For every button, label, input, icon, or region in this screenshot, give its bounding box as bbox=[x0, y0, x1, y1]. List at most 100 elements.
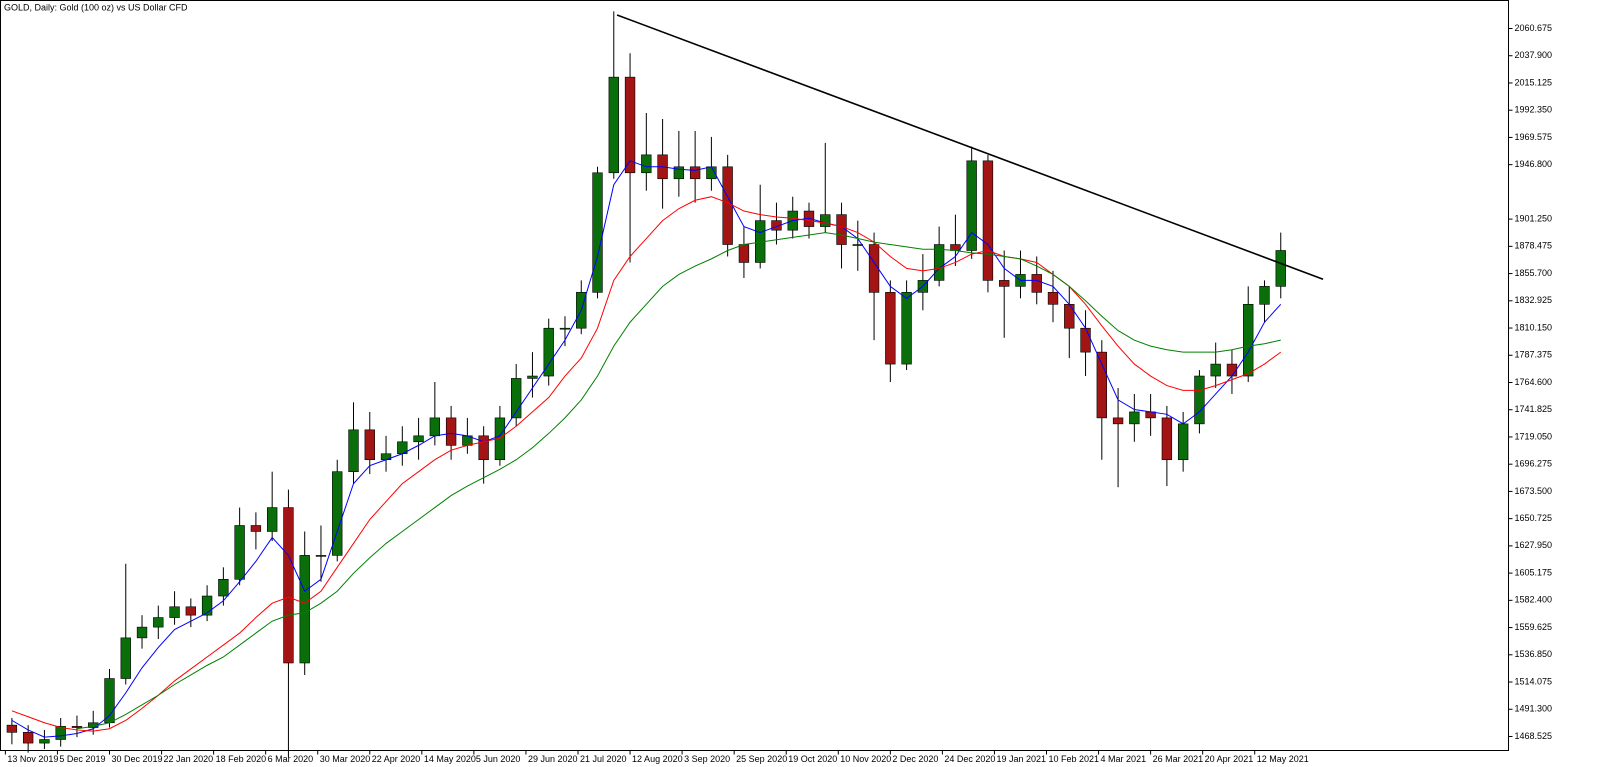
chart-title: GOLD, Daily: Gold (100 oz) vs US Dollar … bbox=[4, 2, 188, 12]
y-tick-label: 1696.275 bbox=[1515, 459, 1553, 469]
y-tick-label: 1559.625 bbox=[1515, 622, 1553, 632]
y-tick-label: 1650.725 bbox=[1515, 513, 1553, 523]
candle-body bbox=[153, 617, 164, 628]
x-tick-label: 5 Jun 2020 bbox=[476, 754, 521, 764]
candle-body bbox=[543, 327, 554, 377]
x-tick-label: 10 Feb 2021 bbox=[1049, 754, 1100, 764]
candle-body bbox=[1210, 363, 1221, 377]
candle-body bbox=[1161, 417, 1173, 461]
candle-body bbox=[332, 471, 343, 556]
y-tick-label: 1719.050 bbox=[1515, 431, 1553, 441]
x-tick-label: 26 Mar 2021 bbox=[1153, 754, 1204, 764]
candle-body bbox=[624, 76, 636, 174]
moving-average-line bbox=[76, 232, 1281, 730]
candle-body bbox=[429, 417, 441, 437]
x-tick-label: 21 Jul 2020 bbox=[580, 754, 627, 764]
y-tick-label: 1787.375 bbox=[1515, 350, 1553, 360]
candle-body bbox=[1226, 363, 1238, 377]
candle-body bbox=[1047, 292, 1059, 305]
candle-body bbox=[1096, 351, 1107, 419]
x-tick-label: 13 Nov 2019 bbox=[7, 754, 58, 764]
candle-body bbox=[1112, 417, 1124, 425]
x-tick-label: 22 Jan 2020 bbox=[164, 754, 214, 764]
candle-body bbox=[1129, 411, 1140, 425]
x-tick-label: 14 May 2020 bbox=[424, 754, 476, 764]
candle-body bbox=[673, 166, 685, 180]
candle-body bbox=[22, 732, 34, 744]
candle-body bbox=[445, 417, 457, 446]
y-tick-label: 1741.825 bbox=[1515, 404, 1553, 414]
y-tick-label: 1627.950 bbox=[1515, 540, 1553, 550]
y-tick-label: 1536.850 bbox=[1515, 649, 1553, 659]
y-tick-label: 2037.900 bbox=[1515, 50, 1553, 60]
candle-body bbox=[266, 507, 278, 532]
candle-body bbox=[1194, 375, 1205, 425]
candle-body bbox=[1275, 250, 1286, 287]
y-tick-label: 2060.675 bbox=[1515, 23, 1553, 33]
x-tick-label: 18 Feb 2020 bbox=[216, 754, 267, 764]
y-tick-label: 2015.125 bbox=[1515, 77, 1553, 87]
y-tick-label: 1855.700 bbox=[1515, 268, 1553, 278]
candle-body bbox=[1243, 304, 1254, 377]
y-tick-label: 1810.150 bbox=[1515, 322, 1553, 332]
candle-body bbox=[901, 292, 912, 365]
candle-body bbox=[71, 726, 83, 728]
candle-body bbox=[250, 525, 262, 532]
candle-body bbox=[234, 525, 245, 580]
y-tick-label: 1491.300 bbox=[1515, 704, 1553, 714]
candle-body bbox=[722, 166, 733, 245]
x-tick-label: 30 Dec 2019 bbox=[111, 754, 162, 764]
y-tick-label: 1946.800 bbox=[1515, 159, 1553, 169]
candle-body bbox=[1031, 274, 1042, 293]
candle-body bbox=[283, 507, 294, 664]
x-tick-label: 19 Jan 2021 bbox=[996, 754, 1046, 764]
candle-body bbox=[478, 435, 489, 461]
x-tick-label: 20 Apr 2021 bbox=[1205, 754, 1254, 764]
candle-body bbox=[933, 244, 945, 281]
candle-body bbox=[201, 595, 213, 616]
candle-body bbox=[966, 160, 977, 251]
trendline bbox=[616, 14, 1324, 280]
x-tick-label: 22 Apr 2020 bbox=[372, 754, 421, 764]
candle-body bbox=[169, 606, 180, 618]
x-tick-label: 24 Dec 2020 bbox=[944, 754, 995, 764]
y-tick-label: 1673.500 bbox=[1515, 486, 1553, 496]
candle-body bbox=[315, 555, 327, 557]
x-tick-label: 25 Sep 2020 bbox=[736, 754, 787, 764]
candle-body bbox=[185, 606, 197, 616]
candle-body bbox=[641, 154, 652, 174]
candle-body bbox=[511, 378, 522, 419]
y-tick-label: 1605.175 bbox=[1515, 567, 1553, 577]
candle-body bbox=[364, 429, 375, 461]
candle-body bbox=[218, 578, 229, 597]
x-tick-label: 3 Sep 2020 bbox=[684, 754, 730, 764]
x-tick-label: 10 Nov 2020 bbox=[840, 754, 891, 764]
candle-body bbox=[348, 429, 359, 472]
candle-body bbox=[527, 375, 538, 379]
candle-body bbox=[55, 726, 66, 740]
candle-body bbox=[1080, 327, 1091, 353]
candle-body bbox=[689, 166, 701, 180]
y-tick-label: 1468.525 bbox=[1515, 731, 1553, 741]
candle-body bbox=[820, 214, 831, 227]
x-tick-label: 12 Aug 2020 bbox=[632, 754, 683, 764]
y-tick-label: 1582.400 bbox=[1515, 595, 1553, 605]
x-tick-label: 6 Mar 2020 bbox=[268, 754, 314, 764]
candle-body bbox=[299, 555, 310, 664]
candle-body bbox=[738, 244, 750, 263]
candle-body bbox=[1064, 304, 1075, 329]
candle-body bbox=[120, 637, 131, 679]
x-tick-label: 12 May 2021 bbox=[1257, 754, 1309, 764]
candle-body bbox=[950, 244, 961, 251]
x-tick-label: 2 Dec 2020 bbox=[892, 754, 938, 764]
y-tick-label: 1832.925 bbox=[1515, 295, 1553, 305]
x-tick-label: 19 Oct 2020 bbox=[788, 754, 837, 764]
y-tick-label: 1764.600 bbox=[1515, 377, 1553, 387]
candle-body bbox=[6, 724, 18, 733]
candle-body bbox=[771, 220, 782, 231]
candle-body bbox=[885, 292, 896, 365]
y-tick-label: 1901.250 bbox=[1515, 213, 1553, 223]
candle-body bbox=[868, 244, 880, 293]
